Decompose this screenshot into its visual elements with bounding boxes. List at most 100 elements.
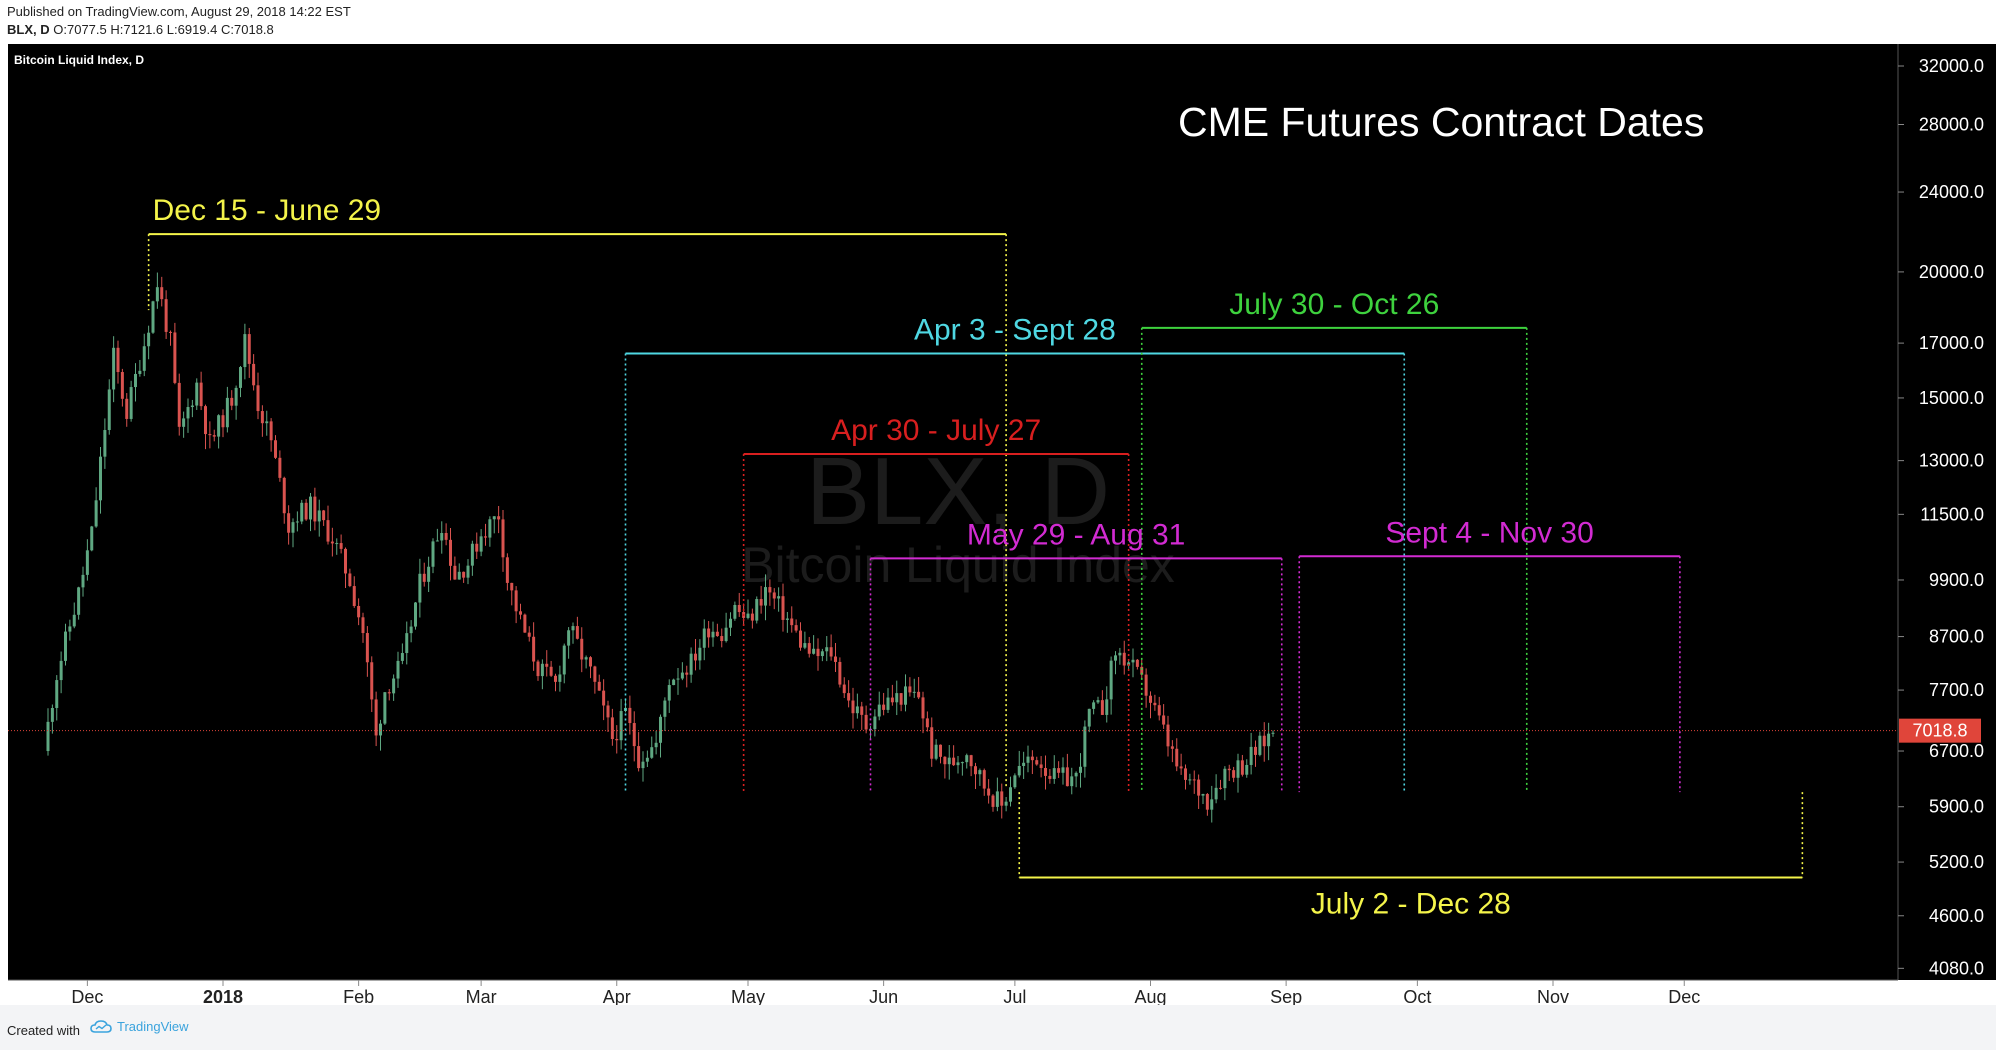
time-axis[interactable]: Dec 2018 Feb Mar Apr May Jun Jul Aug Sep Oct Nov Dec [71, 980, 1700, 1005]
candle-body [667, 685, 671, 701]
candle-body [379, 723, 382, 736]
candle-body [995, 791, 999, 807]
candle-body [247, 334, 251, 364]
candle-body [1039, 764, 1043, 768]
candle-body [322, 510, 326, 521]
candle-body [142, 346, 146, 371]
candle-body [860, 706, 864, 715]
candle-body [103, 430, 107, 457]
candle-body [974, 766, 977, 775]
candle-body [838, 661, 842, 685]
candle-body [304, 502, 308, 520]
candle-body [269, 421, 273, 441]
candle-body [965, 755, 969, 763]
candle-body [81, 574, 85, 588]
candle-body [1249, 746, 1253, 765]
candle-body [1184, 768, 1187, 780]
candle-body [326, 520, 330, 542]
candle-body [274, 440, 277, 458]
candle-body [1205, 794, 1209, 810]
candle-body [729, 618, 732, 628]
open-label: O: [53, 22, 67, 37]
candle-body [1026, 756, 1030, 763]
candle-body [637, 746, 641, 769]
candle-body [1057, 768, 1061, 773]
candle-body [781, 596, 785, 620]
chart-area[interactable]: BLX, D Bitcoin Liquid Index 7018.8 Dec 1… [0, 44, 1996, 1005]
candle-body [453, 565, 457, 580]
candle-body [794, 625, 798, 631]
candle-body [107, 389, 111, 431]
candle-body [1061, 767, 1065, 773]
candle-body [208, 434, 212, 436]
candle-body [825, 647, 829, 652]
candle-body [365, 633, 369, 663]
candle-body [414, 602, 417, 627]
candle-body [842, 684, 846, 694]
candle-body [1210, 799, 1214, 810]
candle-body [982, 770, 986, 789]
candle-body [387, 692, 391, 694]
candle-body [768, 587, 772, 593]
time-tick-label: Mar [466, 987, 497, 1005]
candle-body [641, 761, 645, 769]
candle-body [1232, 770, 1236, 778]
candle-body [400, 653, 404, 661]
candle-body [46, 721, 50, 752]
candle-body [1100, 700, 1104, 715]
candle-body [116, 347, 120, 373]
candle-body [956, 762, 960, 766]
price-tick-label: 28000.0 [1919, 114, 1984, 134]
candle-body [348, 573, 352, 587]
candle-body [1201, 794, 1205, 796]
candle-body [435, 540, 439, 542]
candle-body [663, 700, 667, 717]
candle-body [532, 636, 536, 662]
price-axis[interactable]: 32000.0 28000.0 24000.0 20000.0 17000.0 15000… [1898, 56, 1984, 978]
candle-body [1258, 735, 1262, 755]
last-price-line-group: 7018.8 [8, 718, 1981, 743]
candle-body [1079, 766, 1082, 773]
candle-body [164, 299, 168, 332]
candle-body [812, 648, 816, 654]
price-tick-label: 20000.0 [1919, 262, 1984, 282]
last-price-tag [1899, 718, 1981, 743]
candle-body [597, 681, 601, 691]
candle-body [1135, 659, 1139, 667]
candle-body [1236, 760, 1240, 778]
price-tick-label: 32000.0 [1919, 56, 1984, 76]
span-label: Apr 3 - Sept 28 [914, 314, 1116, 347]
tradingview-link[interactable]: TradingView [90, 1019, 189, 1034]
last-price-label: 7018.8 [1912, 721, 1967, 741]
candle-body [829, 647, 833, 657]
candle-body [470, 543, 474, 566]
candle-body [94, 500, 98, 527]
candle-body [724, 627, 728, 642]
candle-body [160, 287, 164, 300]
candle-body [239, 367, 242, 388]
candle-body [947, 757, 951, 765]
candle-body [1219, 787, 1222, 789]
candle-body [252, 363, 256, 386]
candle-body [912, 691, 916, 693]
time-tick-label: May [731, 987, 765, 1005]
span-label: July 30 - Oct 26 [1229, 288, 1439, 321]
candle-body [702, 628, 706, 648]
candle-body [313, 496, 317, 522]
candle-body [855, 706, 859, 714]
candle-body [654, 742, 658, 748]
candle-body [514, 590, 518, 612]
candle-body [1166, 724, 1170, 747]
time-tick-label: Dec [1668, 987, 1700, 1005]
candle-body [1175, 748, 1179, 767]
candle-body [278, 457, 282, 478]
candle-body [212, 435, 216, 437]
created-with-label: Created with [7, 1023, 80, 1038]
candle-body [698, 647, 702, 661]
candle-body [1192, 779, 1196, 781]
candle-body [444, 533, 448, 540]
candle-body [449, 539, 452, 566]
candle-body [610, 717, 614, 739]
candles [46, 272, 1275, 823]
candle-body [790, 618, 794, 626]
